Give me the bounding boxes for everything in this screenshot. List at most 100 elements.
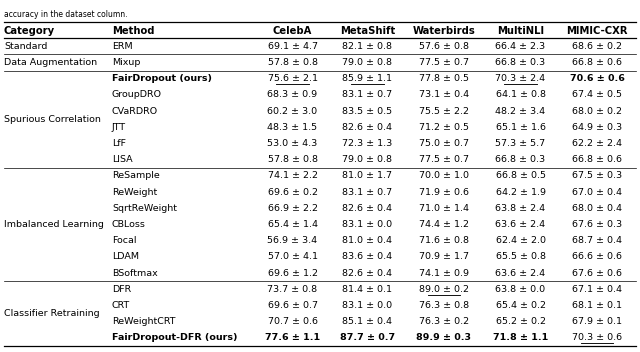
Text: 71.2 ± 0.5: 71.2 ± 0.5: [419, 123, 469, 132]
Text: 65.1 ± 1.6: 65.1 ± 1.6: [495, 123, 545, 132]
Text: LISA: LISA: [112, 155, 132, 164]
Text: 66.8 ± 0.5: 66.8 ± 0.5: [495, 171, 545, 180]
Text: CBLoss: CBLoss: [112, 220, 146, 229]
Text: MIMIC-CXR: MIMIC-CXR: [566, 26, 628, 36]
Text: Spurious Correlation: Spurious Correlation: [4, 115, 101, 124]
Text: ReWeight: ReWeight: [112, 188, 157, 197]
Text: 57.8 ± 0.8: 57.8 ± 0.8: [268, 155, 317, 164]
Text: 66.9 ± 2.2: 66.9 ± 2.2: [268, 204, 317, 213]
Text: 70.3 ± 2.4: 70.3 ± 2.4: [495, 74, 545, 83]
Text: 76.3 ± 0.2: 76.3 ± 0.2: [419, 317, 469, 326]
Text: 67.4 ± 0.5: 67.4 ± 0.5: [572, 90, 622, 99]
Text: DFR: DFR: [112, 285, 131, 294]
Text: 75.6 ± 2.1: 75.6 ± 2.1: [268, 74, 317, 83]
Text: accuracy in the dataset column.: accuracy in the dataset column.: [4, 10, 127, 19]
Text: 70.0 ± 1.0: 70.0 ± 1.0: [419, 171, 469, 180]
Text: LDAM: LDAM: [112, 252, 139, 262]
Text: 57.6 ± 0.8: 57.6 ± 0.8: [419, 42, 469, 51]
Text: 76.3 ± 0.8: 76.3 ± 0.8: [419, 301, 469, 310]
Text: 68.0 ± 0.4: 68.0 ± 0.4: [572, 204, 622, 213]
Text: 83.6 ± 0.4: 83.6 ± 0.4: [342, 252, 392, 262]
Text: ERM: ERM: [112, 42, 132, 51]
Text: 65.2 ± 0.2: 65.2 ± 0.2: [495, 317, 545, 326]
Text: 77.5 ± 0.7: 77.5 ± 0.7: [419, 155, 469, 164]
Text: JTT: JTT: [112, 123, 126, 132]
Text: 67.6 ± 0.6: 67.6 ± 0.6: [572, 269, 622, 278]
Text: 66.6 ± 0.6: 66.6 ± 0.6: [572, 252, 622, 262]
Text: 79.0 ± 0.8: 79.0 ± 0.8: [342, 58, 392, 67]
Text: 64.9 ± 0.3: 64.9 ± 0.3: [572, 123, 622, 132]
Text: 68.3 ± 0.9: 68.3 ± 0.9: [268, 90, 317, 99]
Text: 74.1 ± 2.2: 74.1 ± 2.2: [268, 171, 317, 180]
Text: 68.0 ± 0.2: 68.0 ± 0.2: [572, 107, 622, 115]
Text: 63.8 ± 2.4: 63.8 ± 2.4: [495, 204, 545, 213]
Text: 65.5 ± 0.8: 65.5 ± 0.8: [495, 252, 545, 262]
Text: 67.0 ± 0.4: 67.0 ± 0.4: [572, 188, 622, 197]
Text: Method: Method: [112, 26, 154, 36]
Text: 67.9 ± 0.1: 67.9 ± 0.1: [572, 317, 622, 326]
Text: 73.1 ± 0.4: 73.1 ± 0.4: [419, 90, 469, 99]
Text: FairDropout (ours): FairDropout (ours): [112, 74, 212, 83]
Text: CelebA: CelebA: [273, 26, 312, 36]
Text: 57.3 ± 5.7: 57.3 ± 5.7: [495, 139, 545, 148]
Text: 67.1 ± 0.4: 67.1 ± 0.4: [572, 285, 622, 294]
Text: 70.7 ± 0.6: 70.7 ± 0.6: [268, 317, 317, 326]
Text: 68.1 ± 0.1: 68.1 ± 0.1: [572, 301, 622, 310]
Text: Category: Category: [4, 26, 55, 36]
Text: FairDropout-DFR (ours): FairDropout-DFR (ours): [112, 333, 237, 342]
Text: BSoftmax: BSoftmax: [112, 269, 157, 278]
Text: 57.8 ± 0.8: 57.8 ± 0.8: [268, 58, 317, 67]
Text: Data Augmentation: Data Augmentation: [4, 58, 97, 67]
Text: Waterbirds: Waterbirds: [413, 26, 476, 36]
Text: 85.9 ± 1.1: 85.9 ± 1.1: [342, 74, 392, 83]
Text: 82.6 ± 0.4: 82.6 ± 0.4: [342, 269, 392, 278]
Text: Imbalanced Learning: Imbalanced Learning: [4, 220, 104, 229]
Text: 74.1 ± 0.9: 74.1 ± 0.9: [419, 269, 469, 278]
Text: 71.6 ± 0.8: 71.6 ± 0.8: [419, 236, 469, 245]
Text: 81.0 ± 0.4: 81.0 ± 0.4: [342, 236, 392, 245]
Text: ReWeightCRT: ReWeightCRT: [112, 317, 175, 326]
Text: SqrtReWeight: SqrtReWeight: [112, 204, 177, 213]
Text: Mixup: Mixup: [112, 58, 140, 67]
Text: 79.0 ± 0.8: 79.0 ± 0.8: [342, 155, 392, 164]
Text: 53.0 ± 4.3: 53.0 ± 4.3: [268, 139, 317, 148]
Text: 70.6 ± 0.6: 70.6 ± 0.6: [570, 74, 625, 83]
Text: 70.9 ± 1.7: 70.9 ± 1.7: [419, 252, 469, 262]
Text: 69.6 ± 0.2: 69.6 ± 0.2: [268, 188, 317, 197]
Text: 63.6 ± 2.4: 63.6 ± 2.4: [495, 220, 545, 229]
Text: 48.3 ± 1.5: 48.3 ± 1.5: [268, 123, 317, 132]
Text: CVaRDRO: CVaRDRO: [112, 107, 158, 115]
Text: 71.8 ± 1.1: 71.8 ± 1.1: [493, 333, 548, 342]
Text: 77.5 ± 0.7: 77.5 ± 0.7: [419, 58, 469, 67]
Text: 77.8 ± 0.5: 77.8 ± 0.5: [419, 74, 469, 83]
Text: MultiNLI: MultiNLI: [497, 26, 544, 36]
Text: 81.4 ± 0.1: 81.4 ± 0.1: [342, 285, 392, 294]
Text: 68.6 ± 0.2: 68.6 ± 0.2: [572, 42, 622, 51]
Text: 83.1 ± 0.7: 83.1 ± 0.7: [342, 188, 392, 197]
Text: 75.5 ± 2.2: 75.5 ± 2.2: [419, 107, 469, 115]
Text: 89.0 ± 0.2: 89.0 ± 0.2: [419, 285, 469, 294]
Text: 89.9 ± 0.3: 89.9 ± 0.3: [417, 333, 472, 342]
Text: 67.5 ± 0.3: 67.5 ± 0.3: [572, 171, 622, 180]
Text: 66.8 ± 0.6: 66.8 ± 0.6: [572, 58, 622, 67]
Text: 71.9 ± 0.6: 71.9 ± 0.6: [419, 188, 469, 197]
Text: 66.4 ± 2.3: 66.4 ± 2.3: [495, 42, 545, 51]
Text: 67.6 ± 0.3: 67.6 ± 0.3: [572, 220, 622, 229]
Text: GroupDRO: GroupDRO: [112, 90, 162, 99]
Text: 83.1 ± 0.7: 83.1 ± 0.7: [342, 90, 392, 99]
Text: 69.6 ± 1.2: 69.6 ± 1.2: [268, 269, 317, 278]
Text: 85.1 ± 0.4: 85.1 ± 0.4: [342, 317, 392, 326]
Text: 66.8 ± 0.3: 66.8 ± 0.3: [495, 155, 545, 164]
Text: 63.6 ± 2.4: 63.6 ± 2.4: [495, 269, 545, 278]
Text: 62.2 ± 2.4: 62.2 ± 2.4: [572, 139, 622, 148]
Text: 83.1 ± 0.0: 83.1 ± 0.0: [342, 220, 392, 229]
Text: 66.8 ± 0.6: 66.8 ± 0.6: [572, 155, 622, 164]
Text: 87.7 ± 0.7: 87.7 ± 0.7: [340, 333, 395, 342]
Text: 63.8 ± 0.0: 63.8 ± 0.0: [495, 285, 545, 294]
Text: 73.7 ± 0.8: 73.7 ± 0.8: [268, 285, 317, 294]
Text: 62.4 ± 2.0: 62.4 ± 2.0: [495, 236, 545, 245]
Text: ReSample: ReSample: [112, 171, 160, 180]
Text: 82.6 ± 0.4: 82.6 ± 0.4: [342, 123, 392, 132]
Text: 75.0 ± 0.7: 75.0 ± 0.7: [419, 139, 469, 148]
Text: 57.0 ± 4.1: 57.0 ± 4.1: [268, 252, 317, 262]
